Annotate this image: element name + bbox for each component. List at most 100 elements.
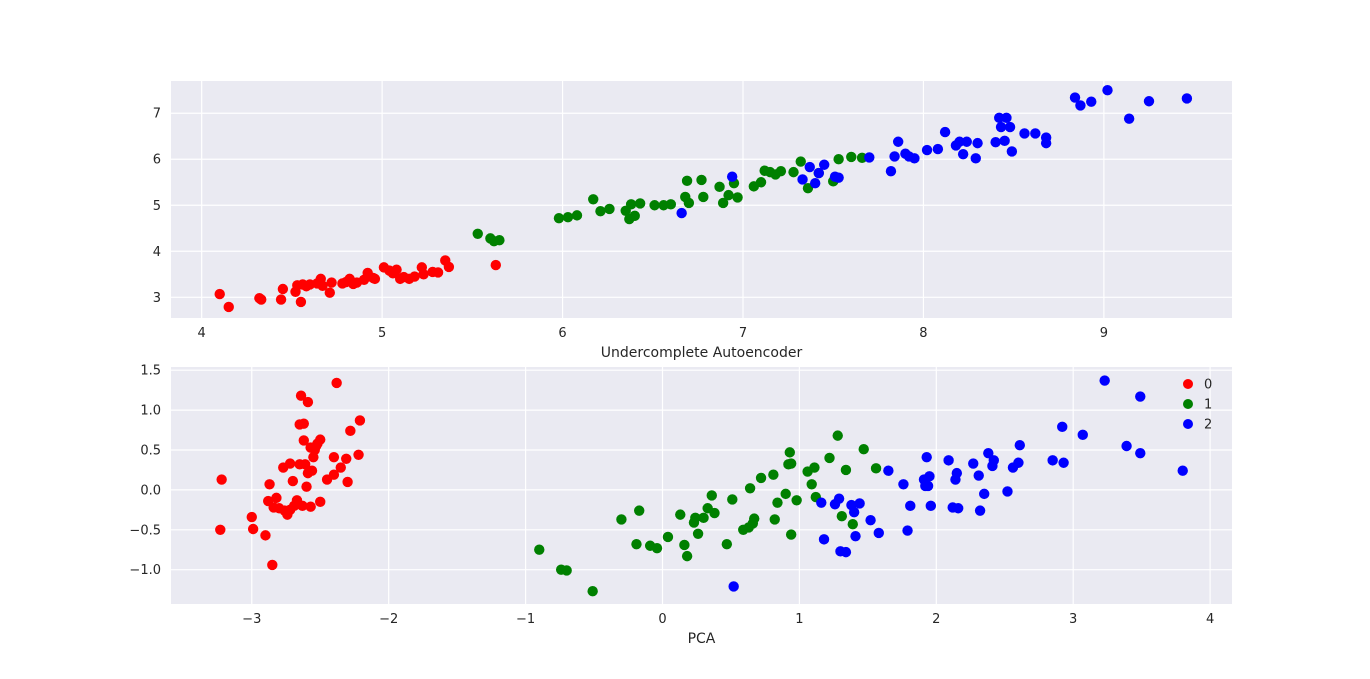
data-point bbox=[1075, 100, 1086, 111]
data-point bbox=[979, 488, 990, 500]
y-tick-label: −0.5 bbox=[129, 523, 161, 538]
data-point bbox=[728, 581, 739, 592]
data-point bbox=[883, 465, 894, 476]
data-points bbox=[214, 85, 1193, 313]
data-point bbox=[727, 494, 738, 505]
data-point bbox=[813, 167, 824, 179]
data-point bbox=[342, 476, 353, 488]
data-point bbox=[494, 235, 505, 246]
data-point bbox=[328, 469, 340, 480]
data-point bbox=[256, 294, 267, 305]
data-point bbox=[922, 480, 934, 492]
data-point bbox=[1077, 429, 1088, 441]
data-point bbox=[324, 287, 335, 298]
data-point bbox=[562, 212, 574, 223]
x-tick-label: 0 bbox=[658, 612, 666, 627]
data-point bbox=[571, 210, 583, 221]
y-tick-label: 6 bbox=[153, 153, 161, 168]
legend-item: 2 bbox=[1183, 418, 1212, 433]
data-point bbox=[675, 509, 686, 520]
data-point bbox=[775, 165, 787, 177]
data-point bbox=[870, 463, 882, 474]
data-point bbox=[1135, 447, 1146, 459]
data-point bbox=[634, 198, 646, 209]
legend-item: 0 bbox=[1183, 378, 1212, 393]
data-point bbox=[819, 159, 830, 170]
data-point bbox=[885, 165, 897, 177]
data-point bbox=[1099, 375, 1110, 386]
data-point bbox=[833, 493, 845, 504]
y-tick-label: 7 bbox=[153, 107, 161, 122]
data-point bbox=[850, 530, 861, 542]
data-point bbox=[846, 151, 857, 163]
data-point bbox=[662, 531, 674, 543]
data-point bbox=[784, 447, 796, 458]
data-point bbox=[1014, 440, 1025, 451]
data-point bbox=[215, 524, 226, 535]
data-point bbox=[709, 507, 720, 519]
data-point bbox=[717, 197, 729, 209]
legend-item: 1 bbox=[1183, 398, 1212, 413]
x-tick-label: 7 bbox=[739, 326, 747, 341]
data-point bbox=[553, 212, 565, 224]
data-point bbox=[988, 455, 999, 466]
data-point bbox=[990, 137, 1001, 148]
data-point bbox=[706, 490, 717, 501]
data-point bbox=[665, 199, 677, 210]
data-point bbox=[631, 538, 642, 550]
data-point bbox=[1004, 121, 1016, 133]
data-point bbox=[604, 203, 615, 215]
data-point bbox=[271, 492, 282, 504]
data-point bbox=[833, 172, 844, 183]
data-point bbox=[972, 137, 983, 149]
data-point bbox=[974, 505, 986, 516]
x-tick-label: 4 bbox=[1206, 612, 1214, 627]
data-point bbox=[1057, 421, 1068, 433]
legend: 0 1 2 bbox=[1183, 378, 1212, 433]
data-point bbox=[905, 500, 916, 512]
data-point bbox=[298, 418, 309, 429]
y-tick-label: 5 bbox=[153, 199, 161, 214]
data-point bbox=[732, 192, 743, 203]
data-point bbox=[769, 514, 780, 525]
data-point bbox=[616, 514, 627, 525]
data-point bbox=[1102, 85, 1113, 96]
data-point bbox=[994, 112, 1005, 124]
data-point bbox=[681, 550, 693, 562]
data-point bbox=[952, 503, 964, 514]
data-point bbox=[264, 479, 275, 490]
legend-marker bbox=[1183, 399, 1193, 409]
data-point bbox=[806, 479, 817, 490]
data-point bbox=[345, 425, 356, 437]
x-axis-label: Undercomplete Autoencoder bbox=[601, 345, 803, 361]
data-point bbox=[824, 452, 835, 464]
data-point bbox=[802, 183, 814, 194]
x-tick-label: 2 bbox=[932, 612, 940, 627]
data-point bbox=[1019, 128, 1030, 139]
data-point bbox=[809, 462, 820, 473]
data-point bbox=[287, 475, 299, 487]
x-tick-label: −2 bbox=[379, 612, 398, 627]
data-point bbox=[788, 166, 799, 178]
data-point bbox=[409, 271, 420, 282]
x-tick-label: 9 bbox=[1100, 326, 1108, 341]
data-point bbox=[1006, 146, 1018, 157]
data-point bbox=[698, 512, 709, 524]
data-point bbox=[561, 565, 572, 576]
data-point bbox=[865, 515, 876, 526]
data-point bbox=[898, 479, 909, 490]
data-point bbox=[328, 451, 340, 463]
data-point bbox=[587, 586, 598, 597]
data-point bbox=[354, 415, 366, 426]
data-point bbox=[804, 161, 815, 173]
data-point bbox=[785, 529, 797, 540]
data-point bbox=[791, 495, 802, 506]
data-point bbox=[954, 136, 965, 147]
data-point bbox=[1030, 128, 1041, 139]
data-point bbox=[214, 288, 225, 300]
data-point bbox=[999, 135, 1010, 147]
data-point bbox=[331, 377, 342, 389]
data-point bbox=[795, 156, 806, 167]
data-point bbox=[924, 471, 935, 482]
